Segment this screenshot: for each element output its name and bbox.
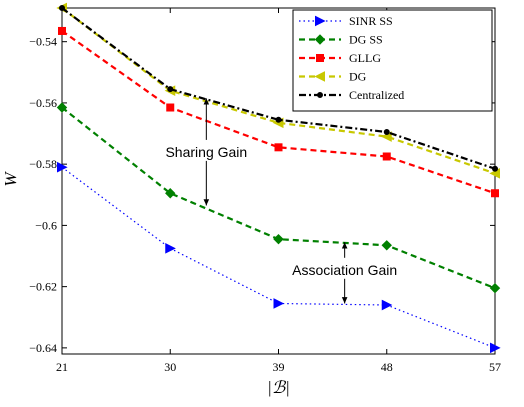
data-point-dg-ss	[381, 240, 392, 251]
data-point-dg-ss	[489, 282, 501, 294]
legend-label-sinr-ss: SINR SS	[349, 14, 393, 28]
legend-marker-centralized	[317, 92, 323, 98]
x-tick-label: 21	[56, 360, 68, 374]
x-tick-label: 57	[489, 360, 501, 374]
data-point-sinr-ss	[273, 298, 285, 309]
series-group	[56, 2, 501, 354]
data-point-centralized	[492, 165, 498, 172]
data-point-sinr-ss	[57, 161, 68, 173]
y-tick-label: −0.62	[29, 280, 57, 294]
data-point-centralized	[275, 116, 282, 123]
y-tick-label: −0.58	[29, 157, 57, 171]
data-point-sinr-ss	[490, 342, 501, 354]
x-axis-label: |ℬ|	[267, 378, 290, 397]
legend: SINR SS DG SS GLLG DG Centralized	[292, 9, 493, 112]
legend-marker-dg-ss	[314, 34, 326, 45]
plot-area: 21 30 39 48 57 −0.54 −0.56 −0.58 −0.6 −0.62 −0.64	[29, 7, 501, 374]
data-point-dg-ss	[56, 102, 68, 113]
legend-marker-dg	[314, 71, 325, 82]
y-tick-label: −0.6	[35, 218, 57, 232]
data-point-sinr-ss	[165, 243, 176, 254]
x-tick-label: 39	[273, 360, 285, 374]
x-tick-label: 48	[381, 360, 393, 374]
data-point-dg-ss	[273, 233, 284, 245]
data-point-centralized	[59, 5, 65, 11]
data-point-sinr-ss	[381, 299, 393, 311]
data-point-centralized	[383, 129, 390, 136]
legend-box	[292, 9, 493, 112]
series-line-gllg	[61, 30, 496, 195]
y-axis-label: W	[1, 171, 20, 187]
series-centralized	[59, 5, 498, 172]
series-line-dg-ss	[61, 106, 496, 290]
series-dg-ss	[56, 102, 501, 294]
series-line-centralized	[61, 7, 496, 170]
y-tick-label: −0.64	[29, 341, 57, 355]
data-point-dg-ss	[165, 188, 176, 199]
x-tick-label: 30	[164, 360, 176, 374]
data-point-gllg	[382, 152, 391, 161]
annotation-label-association-gain: Association Gain	[292, 262, 397, 278]
annotation-label-sharing-gain: Sharing Gain	[165, 144, 247, 160]
legend-label-dg-ss: DG SS	[349, 33, 383, 47]
series-sinr-ss	[57, 161, 501, 354]
y-tick-label: −0.54	[29, 35, 57, 49]
legend-marker-sinr-ss	[315, 15, 326, 27]
data-point-gllg	[274, 143, 283, 152]
y-tick-label: −0.56	[29, 96, 57, 110]
data-point-centralized	[167, 86, 174, 93]
legend-label-dg: DG	[349, 70, 367, 84]
legend-label-centralized: Centralized	[349, 88, 404, 102]
legend-marker-gllg	[316, 54, 324, 62]
series-line-sinr-ss	[61, 166, 496, 349]
data-point-gllg	[58, 26, 66, 35]
data-point-gllg	[166, 103, 175, 112]
data-point-gllg	[491, 189, 499, 198]
annotations-group: Sharing Gain Association Gain	[165, 98, 397, 304]
series-gllg	[58, 26, 499, 198]
legend-label-gllg: GLLG	[349, 51, 381, 65]
